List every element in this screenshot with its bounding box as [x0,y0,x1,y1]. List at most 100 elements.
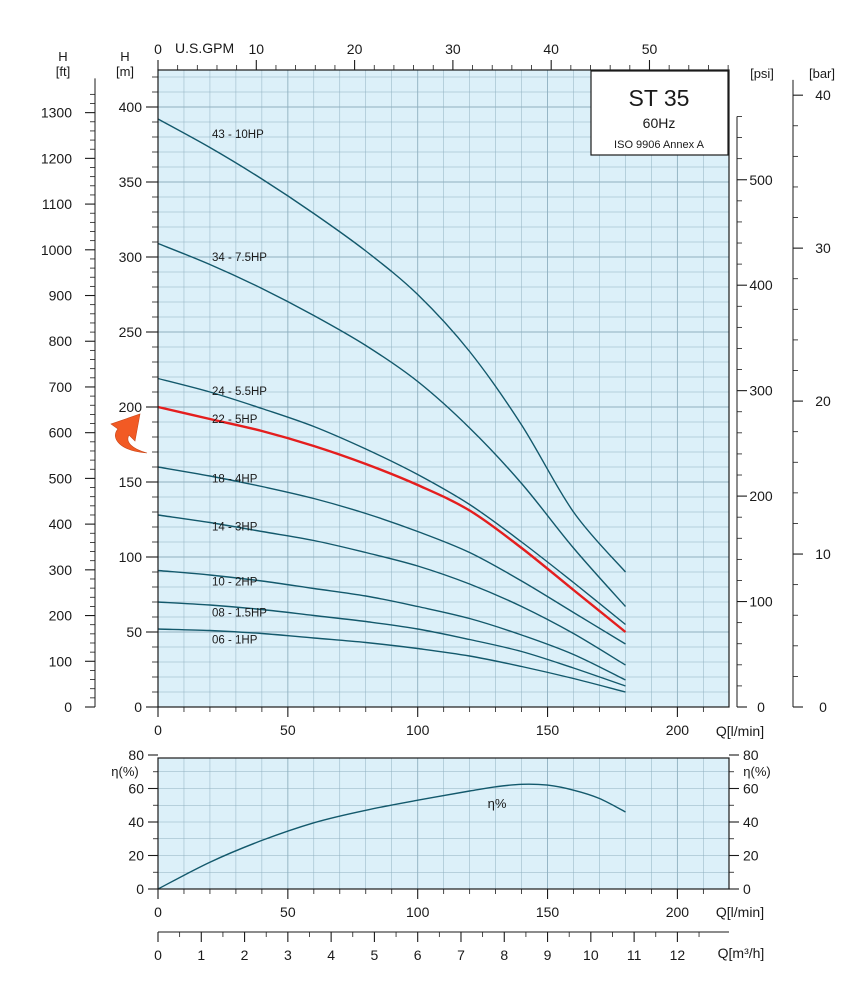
h-m-tick-label: 0 [134,699,142,715]
gpm-tick-label: 30 [445,41,461,57]
curve-label-43-10hp: 43 - 10HP [212,129,264,141]
h-ft-tick-label: 900 [49,288,73,304]
efficiency-series-label: η% [488,796,507,811]
h-ft-tick-label: 200 [49,608,73,624]
q-lmin-tick-label-head: 50 [280,722,296,738]
psi-tick-label: 500 [749,172,773,188]
bar-tick-label: 0 [819,699,827,715]
eff-right-tick-label: 80 [743,747,759,763]
eff-right-tick-label: 20 [743,848,759,864]
eff-right-tick-label: 60 [743,781,759,797]
h-m-tick-label: 250 [119,324,143,340]
head-curve-10-2hp [157,569,626,681]
h-ft-tick-label: 1000 [41,242,72,258]
curve-label-34-7-5hp: 34 - 7.5HP [212,252,267,264]
h-m-tick-label: 400 [119,99,143,115]
curve-label-08-1-5hp: 08 - 1.5HP [212,608,267,620]
head-curve-14-3hp [157,514,626,666]
h-m-title-unit: [m] [116,64,134,79]
q-m3h-tick-label: 8 [500,947,508,963]
q-m3h-tick-label: 0 [154,947,162,963]
curve-label-24-5-5hp: 24 - 5.5HP [212,386,267,398]
head-curves [157,118,627,693]
q-m3h-tick-label: 11 [627,947,642,963]
h-ft-tick-label: 600 [49,425,73,441]
eff-left-tick-label: 0 [136,881,144,897]
axes-layer: 0501001502002503003504000100200300400500… [41,41,831,963]
head-curve-22-5hp [157,405,627,633]
q-lmin-tick-label-eff: 200 [666,904,690,920]
eff-right-tick-label: 40 [743,814,759,830]
curve-label-10-2hp: 10 - 2HP [212,576,258,588]
curve-label-06-1hp: 06 - 1HP [212,634,258,646]
efficiency-line [157,783,626,890]
q-lmin-tick-label-eff: 100 [406,904,430,920]
h-ft-tick-label: 800 [49,333,73,349]
eff-axis-title-right: η(%) [743,764,770,779]
eff-axis-title-left: η(%) [111,764,138,779]
q-lmin-tick-label-eff: 0 [154,904,162,920]
head-curve-24-5-5hp [157,377,626,626]
gpm-tick-label: 40 [543,41,559,57]
gpm-tick-label: 0 [154,41,162,57]
h-ft-title-unit: [ft] [56,64,70,79]
q-m3h-tick-label: 5 [371,947,379,963]
head-curve-08-1-5hp [157,601,626,687]
h-ft-tick-label: 1200 [41,150,72,166]
frequency-label: 60Hz [643,115,676,131]
bar-tick-label: 40 [815,87,831,103]
psi-axis-title: [psi] [750,66,774,81]
h-ft-tick-label: 700 [49,379,73,395]
gpm-axis-title: U.S.GPM [175,40,234,56]
head-curve-34-7-5hp [157,242,627,607]
bar-tick-label: 10 [815,546,831,562]
standard-label: ISO 9906 Annex A [614,139,705,151]
head-curve-43-10hp [157,118,627,573]
q-m3h-axis-title: Q[m³/h] [718,945,765,961]
eff-left-tick-label: 20 [128,848,144,864]
q-lmin-axis-title-head: Q[l/min] [716,723,764,739]
title-box: ST 35 60Hz ISO 9906 Annex A [590,70,729,156]
h-ft-tick-label: 400 [49,516,73,532]
head-grid [158,70,729,707]
q-lmin-tick-label-head: 100 [406,722,430,738]
gpm-tick-label: 20 [347,41,363,57]
eff-right-tick-label: 0 [743,881,751,897]
q-m3h-tick-label: 1 [197,947,205,963]
q-lmin-tick-label-eff: 150 [536,904,560,920]
q-m3h-tick-label: 9 [544,947,552,963]
q-m3h-tick-label: 6 [414,947,422,963]
h-ft-tick-label: 500 [49,470,73,486]
q-m3h-tick-label: 7 [457,947,465,963]
q-m3h-tick-label: 4 [327,947,335,963]
h-m-tick-label: 350 [119,174,143,190]
highlight-arrow-icon [110,413,148,454]
curve-label-22-5hp: 22 - 5HP [212,414,258,426]
bar-tick-label: 20 [815,393,831,409]
h-m-tick-label: 200 [119,399,143,415]
gpm-tick-label: 50 [642,41,658,57]
q-m3h-tick-label: 12 [670,947,686,963]
efficiency-curve: η% [157,783,626,890]
q-lmin-axis-title-eff: Q[l/min] [716,904,764,920]
h-ft-tick-label: 0 [64,699,72,715]
h-m-tick-label: 150 [119,474,143,490]
h-m-title-h: H [120,49,129,64]
h-m-tick-label: 100 [119,549,143,565]
h-ft-tick-label: 1300 [41,105,72,121]
q-lmin-tick-label-head: 150 [536,722,560,738]
psi-tick-label: 0 [757,699,765,715]
q-m3h-tick-label: 2 [241,947,249,963]
h-ft-title-h: H [58,49,67,64]
h-m-tick-label: 50 [126,624,142,640]
gpm-tick-label: 10 [249,41,265,57]
q-lmin-tick-label-eff: 50 [280,904,296,920]
h-ft-tick-label: 1100 [42,196,72,212]
curve-label-14-3hp: 14 - 3HP [212,521,258,533]
chart-title: ST 35 [629,85,690,111]
q-m3h-tick-label: 10 [583,947,599,963]
psi-tick-label: 200 [749,488,773,504]
head-curve-labels: 43 - 10HP 34 - 7.5HP 24 - 5.5HP 22 - 5HP 18 … [212,129,267,647]
q-lmin-tick-label-head: 200 [666,722,690,738]
